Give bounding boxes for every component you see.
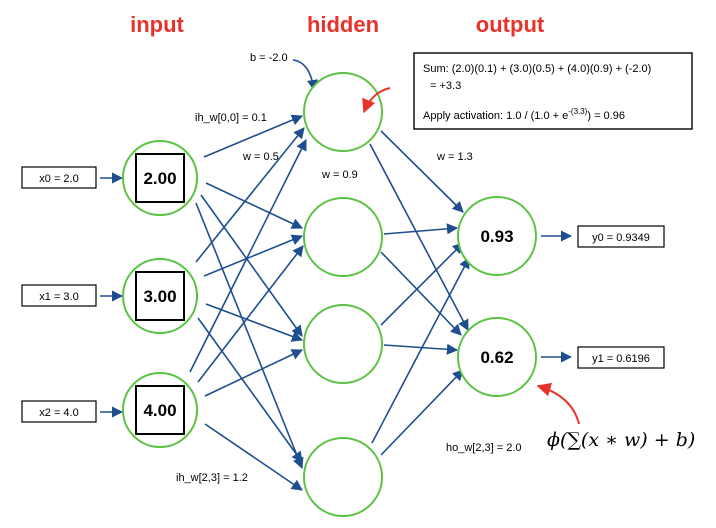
- callout-activation-prefix: Apply activation: 1.0 / (1.0 + e: [423, 110, 568, 122]
- edge-ih-1-0: [195, 127, 305, 263]
- callout-sum-line: Sum: (2.0)(0.1) + (3.0)(0.5) + (4.0)(0.9…: [423, 63, 651, 75]
- callout-result-line: = +3.3: [430, 80, 461, 92]
- callout-box: [413, 52, 693, 130]
- input-label-box-2: [21, 400, 97, 423]
- weight-label-w05: w = 0.5: [242, 151, 279, 163]
- input-label-box-1: [21, 284, 97, 307]
- edge-ho-3-0: [371, 257, 470, 444]
- weight-label-w13: w = 1.3: [436, 151, 473, 163]
- input-label-1: x1 = 3.0: [39, 291, 78, 303]
- input-node-value-1: 3.00: [143, 287, 176, 306]
- bias-label: b = -2.0: [250, 52, 288, 64]
- hidden-nodes: [303, 72, 383, 517]
- activation-formula: ϕ(∑(x ∗ w) + b): [547, 429, 695, 451]
- weight-label-ho-w23: ho_w[2,3] = 2.0: [446, 442, 522, 454]
- output-node-0: [457, 196, 537, 276]
- edge-ih-2-2: [204, 349, 304, 397]
- input-hidden-edges: [189, 114, 307, 491]
- hidden-layer-title: hidden: [307, 12, 379, 37]
- output-labels: y0 = 0.9349 y1 = 0.6196: [541, 225, 665, 369]
- edge-ho-2-0: [380, 242, 464, 326]
- input-label-0: x0 = 2.0: [39, 173, 78, 185]
- input-nodes: 2.00 3.00 4.00: [122, 140, 198, 448]
- edge-ho-0-0: [380, 130, 464, 213]
- edge-ho-1-1: [380, 251, 462, 336]
- output-nodes: 0.93 0.62: [457, 196, 537, 397]
- callout-activation-exponent: -(3.3): [568, 107, 587, 116]
- weight-label-w09: w = 0.9: [321, 169, 358, 181]
- input-node-value-0: 2.00: [143, 169, 176, 188]
- input-label-box-0: [21, 166, 97, 189]
- input-node-value-2: 4.00: [143, 401, 176, 420]
- edge-ih-1-1: [203, 234, 304, 277]
- output-node-1: [457, 317, 537, 397]
- hidden-node-0: [303, 72, 383, 152]
- edge-ih-2-3: [204, 423, 303, 491]
- edge-ho-3-1: [380, 369, 464, 456]
- computation-callout: Sum: (2.0)(0.1) + (3.0)(0.5) + (4.0)(0.9…: [413, 52, 693, 130]
- edge-ih-1-2: [205, 303, 304, 342]
- callout-activation-line: Apply activation: 1.0 / (1.0 + e-(3.3)) …: [423, 107, 625, 122]
- edge-ih-0-1: [205, 182, 304, 229]
- input-label-2: x2 = 4.0: [39, 407, 78, 419]
- edge-ih-2-0: [189, 138, 307, 373]
- edge-ho-1-0: [383, 223, 459, 235]
- input-layer-title: input: [130, 12, 184, 37]
- edge-ih-0-0: [203, 114, 304, 158]
- edge-ho-2-1: [383, 343, 459, 355]
- weight-label-ih-w00: ih_w[0,0] = 0.1: [195, 112, 267, 124]
- input-labels: x0 = 2.0 x1 = 3.0 x2 = 4.0: [21, 166, 124, 423]
- output-label-box-0: [577, 225, 665, 248]
- input-node-box-2: [135, 385, 185, 435]
- hidden-node-2: [303, 304, 383, 384]
- activation-pointer-arrow: [536, 382, 580, 425]
- callout-pointer-arrow: [362, 87, 391, 114]
- weight-label-ih-w23: ih_w[2,3] = 1.2: [176, 472, 248, 484]
- output-node-value-1: 0.62: [480, 348, 513, 367]
- input-node-box-1: [135, 271, 185, 321]
- hidden-output-edges: [369, 130, 470, 456]
- output-label-0: y0 = 0.9349: [592, 232, 650, 244]
- edge-ih-1-3: [197, 317, 303, 463]
- input-node-box-0: [135, 153, 185, 203]
- hidden-node-3: [303, 437, 383, 517]
- output-label-1: y1 = 0.6196: [592, 353, 650, 365]
- callout-activation-suffix: ) = 0.96: [587, 110, 625, 122]
- edge-ih-2-1: [197, 245, 304, 383]
- output-layer-title: output: [476, 12, 545, 37]
- output-node-value-0: 0.93: [480, 227, 513, 246]
- edge-ho-0-1: [369, 143, 469, 331]
- edge-ih-0-2: [200, 194, 303, 337]
- bias-arrow: [292, 59, 319, 92]
- output-label-box-1: [577, 346, 665, 369]
- edge-ih-0-3: [195, 202, 304, 470]
- hidden-node-1: [303, 197, 383, 277]
